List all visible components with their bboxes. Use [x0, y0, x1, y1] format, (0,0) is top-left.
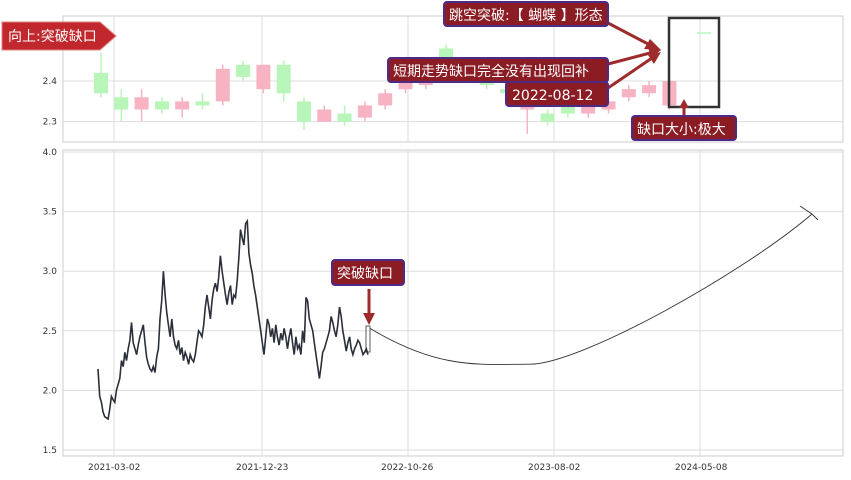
candle-body [621, 89, 636, 98]
candle-body [697, 32, 711, 34]
date-callout-label: 2022-08-12 [512, 88, 593, 104]
gapsize-arrowhead [679, 99, 689, 108]
candle-body [581, 105, 596, 114]
projection-end-marker [799, 205, 819, 221]
line-y-tick-label: 2.5 [43, 327, 57, 337]
direction-badge-shape [1, 21, 117, 51]
candle-body [94, 72, 108, 94]
line-grid [63, 150, 843, 456]
line-y-ticks: 1.5 2.0 2.5 3.0 3.5 4.0 [43, 148, 58, 456]
pattern-arrow [607, 21, 651, 47]
notfilled-callout: 短期走势缺口完全没有出现回补 [387, 57, 609, 83]
line-x-tick-label: 2022-10-26 [381, 463, 434, 473]
candle-y-tick-label: 2.3 [43, 118, 57, 128]
pattern-callout: 跳空突破:【 蝴蝶 】形态 [443, 1, 609, 27]
line-y-tick-label: 3.0 [43, 267, 58, 277]
line-x-tick-label: 2021-12-23 [236, 463, 288, 473]
gapsize-callout-box [631, 115, 737, 141]
notfilled-callout-box [387, 57, 609, 83]
direction-badge: 向上:突破缺口 [1, 21, 117, 51]
candle-body [297, 101, 311, 122]
candle-body [560, 105, 575, 114]
pattern-callout-box [443, 1, 609, 27]
candle-body [398, 81, 413, 90]
price-line [97, 218, 369, 421]
line-x-ticks: 2021-03-02 2021-12-23 2022-10-26 2023-08-02… [88, 463, 728, 473]
pattern-callout-label: 跳空突破:【 蝴蝶 】形态 [449, 8, 603, 24]
breakout-callout-label: 突破缺口 [337, 266, 393, 282]
line-panel: 1.52.02.53.03.54.0 2021-03-02 2021-12-23 2… [43, 148, 844, 473]
notfilled-callout-label: 短期走势缺口完全没有出现回补 [393, 63, 589, 80]
candle-body [215, 68, 230, 102]
date-arrowhead [648, 52, 661, 64]
gap-marker [365, 325, 371, 353]
notfilled-arrow [607, 51, 651, 66]
candle-body [114, 97, 129, 110]
candle-body [154, 101, 169, 110]
candle-body [276, 64, 291, 94]
projection-curve [369, 213, 813, 365]
candle-body [337, 113, 352, 122]
line-x-tick-label: 2021-03-02 [88, 463, 140, 473]
line-x-tick-label: 2023-08-02 [528, 463, 580, 473]
candle-body [195, 101, 210, 106]
candle-body [540, 113, 555, 122]
date-callout: 2022-08-12 [505, 81, 609, 107]
candle-body [601, 101, 616, 110]
line-y-tick-label: 4.0 [43, 148, 58, 158]
date-arrow [607, 56, 653, 90]
candle-body [357, 105, 372, 118]
line-y-tick-label: 2.0 [43, 386, 58, 396]
line-y-tick-label: 3.5 [43, 208, 57, 218]
line-y-tick-label: 1.5 [43, 446, 57, 456]
gap-highlight-box [667, 16, 721, 109]
breakout-arrowhead [363, 313, 375, 325]
candle-body [378, 93, 393, 106]
date-callout-box [505, 81, 609, 107]
candles [94, 32, 711, 134]
direction-badge-label: 向上:突破缺口 [8, 29, 97, 45]
candle-body [134, 97, 149, 110]
candle-body [175, 101, 190, 110]
candle-body [236, 64, 251, 77]
breakout-callout-box [331, 259, 405, 286]
gapsize-callout: 缺口大小:极大 [631, 115, 737, 141]
candle-body [479, 81, 494, 86]
breakout-callout: 突破缺口 [331, 259, 405, 286]
candle-body [317, 109, 332, 122]
line-panel-frame [62, 149, 844, 457]
gapsize-callout-label: 缺口大小:极大 [637, 122, 726, 138]
line-x-tick-label: 2024-05-08 [675, 463, 728, 473]
candle-body [642, 85, 657, 94]
candle-body [256, 64, 271, 90]
candle-y-ticks: 2.3 2.4 [43, 77, 58, 128]
callout-arrows [363, 21, 689, 325]
candle-y-tick-label: 2.4 [43, 77, 58, 87]
